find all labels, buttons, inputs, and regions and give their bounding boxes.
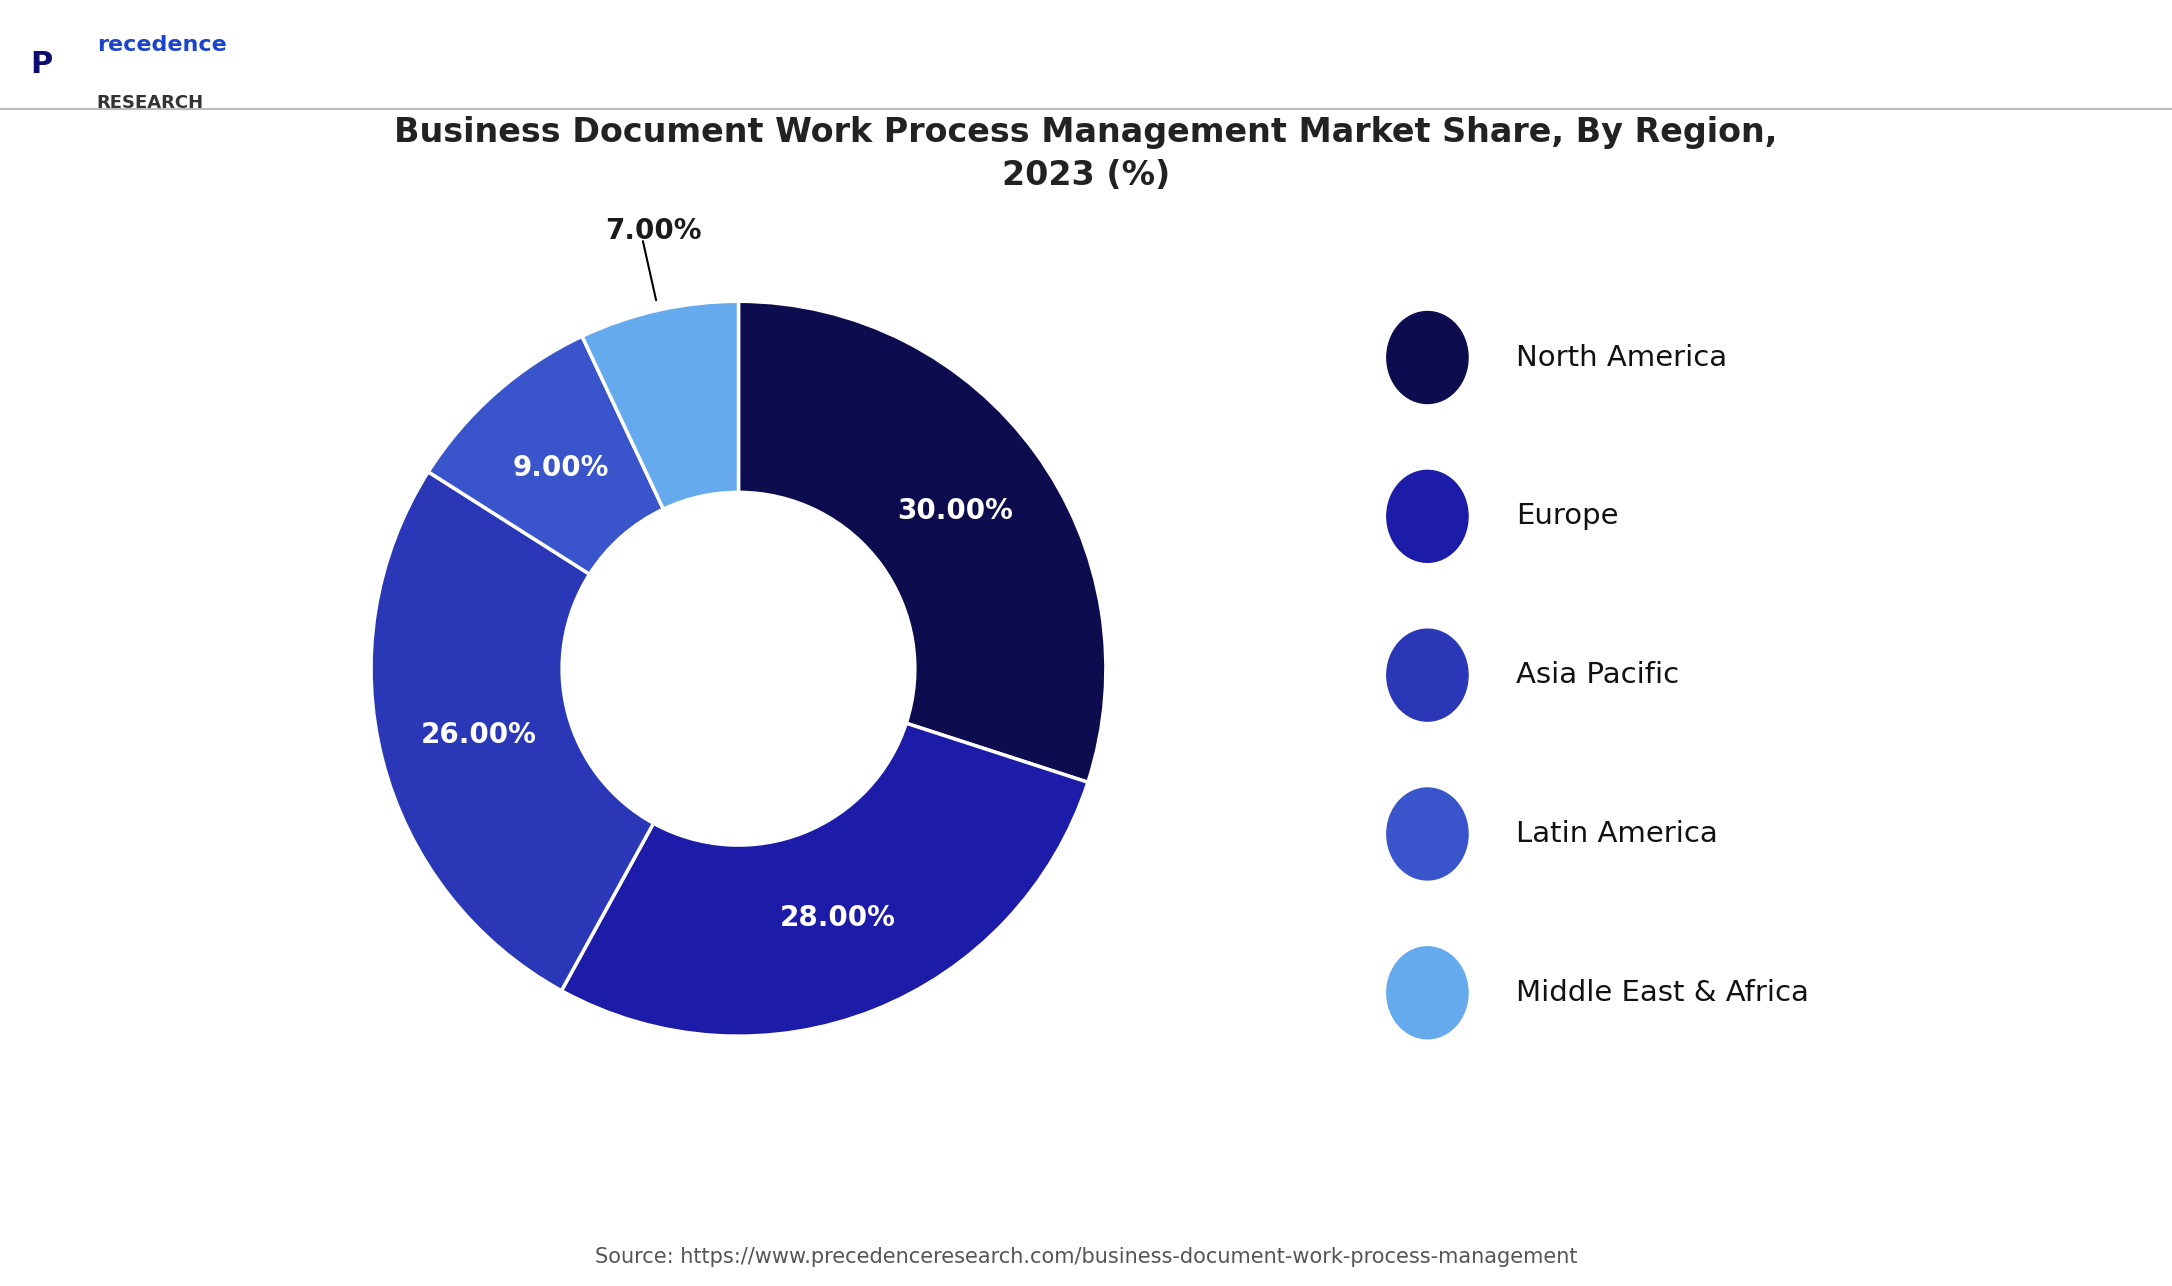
Text: Asia Pacific: Asia Pacific	[1516, 661, 1679, 689]
Text: recedence: recedence	[98, 35, 226, 55]
Text: 28.00%: 28.00%	[780, 904, 895, 932]
Wedge shape	[582, 301, 738, 509]
Text: Source: https://www.precedenceresearch.com/business-document-work-process-manage: Source: https://www.precedenceresearch.c…	[595, 1246, 1577, 1267]
Circle shape	[1386, 788, 1468, 880]
Wedge shape	[371, 472, 654, 990]
Text: P: P	[30, 50, 52, 78]
Text: 7.00%: 7.00%	[606, 217, 702, 246]
Text: North America: North America	[1516, 343, 1727, 372]
Text: Europe: Europe	[1516, 503, 1618, 530]
Circle shape	[1386, 946, 1468, 1039]
Text: 26.00%: 26.00%	[421, 721, 536, 750]
Circle shape	[1386, 311, 1468, 404]
Text: Middle East & Africa: Middle East & Africa	[1516, 979, 1809, 1007]
Wedge shape	[428, 336, 662, 575]
Text: Business Document Work Process Management Market Share, By Region,
2023 (%): Business Document Work Process Managemen…	[395, 116, 1777, 192]
Text: Latin America: Latin America	[1516, 820, 1718, 847]
Text: 9.00%: 9.00%	[513, 454, 610, 481]
Text: 30.00%: 30.00%	[897, 498, 1014, 525]
Text: RESEARCH: RESEARCH	[98, 94, 204, 112]
Circle shape	[1386, 629, 1468, 721]
Wedge shape	[563, 723, 1088, 1037]
Circle shape	[1386, 471, 1468, 562]
Wedge shape	[738, 301, 1106, 782]
